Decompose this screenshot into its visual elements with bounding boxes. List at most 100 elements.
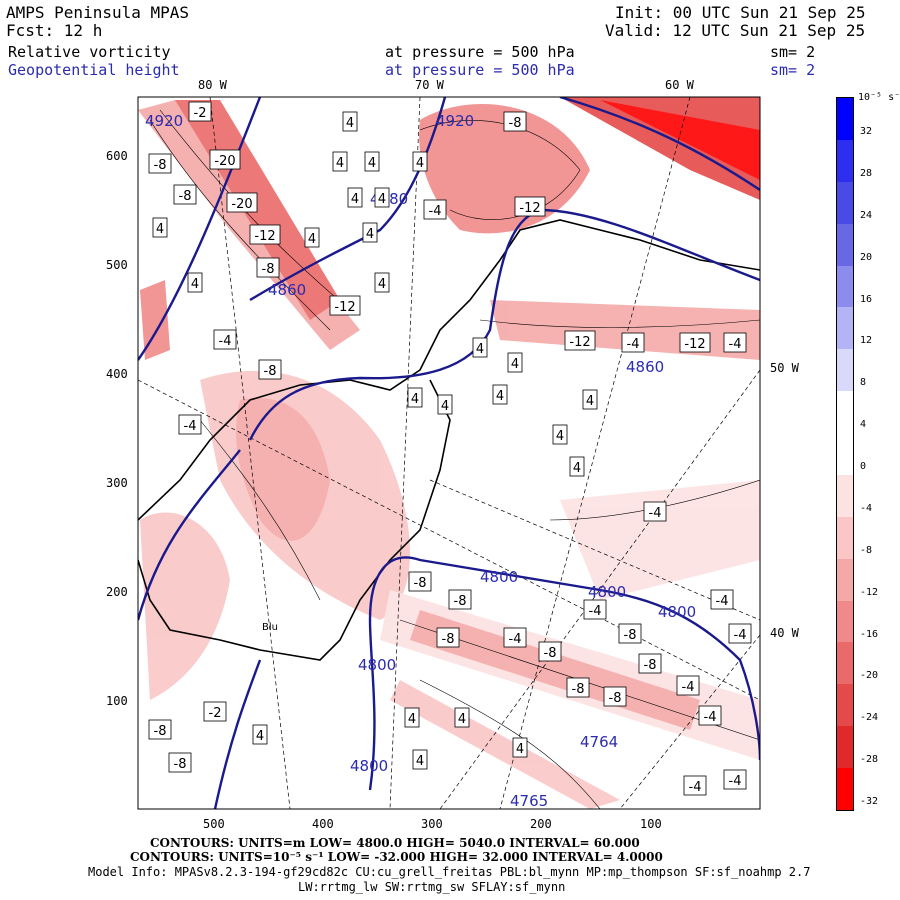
vorticity-label-box [723, 769, 747, 790]
vorticity-label: 4 [378, 192, 386, 207]
vorticity-label-box [404, 707, 420, 728]
vorticity-label-box [423, 199, 447, 220]
vorticity-label: -2 [194, 106, 207, 121]
colorbar-segment [837, 516, 853, 559]
colorbar-segment [837, 433, 853, 475]
vorticity-label-box [564, 330, 596, 351]
lon-label-80w: 80 W [198, 78, 227, 92]
vorticity-label: 4 [416, 754, 424, 769]
vorticity-label: -8 [262, 262, 275, 277]
vorticity-label: -8 [179, 189, 192, 204]
height-contour [249, 97, 447, 302]
vorticity-label: 4 [256, 729, 264, 744]
contours-height-info: CONTOURS: UNITS=m LOW= 4800.0 HIGH= 5040… [150, 836, 640, 850]
vort-band [419, 104, 590, 234]
colorbar-label: -24 [860, 712, 879, 724]
vorticity-label-box [148, 719, 172, 740]
colorbar-label: 24 [860, 209, 873, 221]
colorbar-label: 12 [860, 335, 873, 347]
vorticity-label: -8 [509, 116, 522, 131]
vorticity-label: -4 [589, 604, 602, 619]
vorticity-label-box [583, 599, 607, 620]
vorticity-label: -2 [209, 706, 222, 721]
vorticity-label-box [507, 352, 523, 373]
height-labels: 4920 4860 4980 4860 4800 4800 4800 4800 … [145, 112, 696, 810]
coastline [138, 219, 760, 661]
height-label: 4800 [350, 757, 388, 775]
vorticity-label: -20 [214, 154, 235, 169]
model-info: Model Info: MPASv8.2.3-194-gf29cd82c CU:… [88, 865, 811, 879]
vorticity-label: -8 [572, 682, 585, 697]
x-tick-500: 500 [203, 817, 225, 831]
vorticity-label-box [362, 222, 378, 243]
vorticity-label-box [168, 752, 192, 773]
vorticity-label: -8 [609, 691, 622, 706]
vorticity-label-box [209, 149, 241, 170]
vorticity-label-box [173, 184, 197, 205]
colorbar-segment [837, 391, 853, 434]
vorticity-label-box [448, 589, 472, 610]
vorticity-label: 4 [346, 116, 354, 131]
x-tick-300: 300 [421, 817, 443, 831]
vorticity-label-box [249, 224, 281, 245]
vort-band [390, 680, 620, 809]
vorticity-label: -4 [649, 506, 662, 521]
vort-band [600, 100, 760, 180]
height-label: 4920 [145, 112, 183, 130]
colorbar-segment [837, 558, 853, 601]
vorticity-label-box [582, 389, 598, 410]
x-tick-400: 400 [312, 817, 334, 831]
vorticity-label-box [347, 187, 363, 208]
vorticity-label: 4 [156, 222, 164, 237]
colorbar-label: 32 [860, 126, 873, 137]
vorticity-label: 4 [191, 277, 199, 292]
vorticity-label-box [472, 337, 488, 358]
vorticity-label: -4 [184, 419, 197, 434]
vorticity-label-box [188, 101, 212, 122]
colorbar-label: -16 [860, 628, 879, 640]
contours-vorticity-info: CONTOURS: UNITS=10⁻⁵ s⁻¹ LOW= -32.000 HI… [130, 850, 663, 864]
colorbar-segment [837, 726, 853, 769]
vorticity-label-box [503, 627, 527, 648]
height-contours [138, 97, 760, 809]
vort-band [140, 280, 170, 360]
colorbar-segment [837, 349, 853, 392]
vorticity-label: -4 [219, 334, 232, 349]
colorbar-segment [837, 474, 853, 517]
vorticity-label-box [187, 272, 203, 293]
field2-level: at pressure = 500 hPa [385, 61, 575, 79]
y-tick-300: 300 [106, 476, 128, 490]
vorticity-label: 4 [511, 357, 519, 372]
colorbar-segment [837, 139, 853, 182]
vorticity-label-box [436, 627, 460, 648]
vorticity-label: 4 [308, 232, 316, 247]
y-tick-600: 600 [106, 149, 128, 163]
vorticity-label-box [304, 227, 320, 248]
vorticity-label: 4 [411, 392, 419, 407]
colorbar-label: -32 [860, 796, 879, 808]
vorticity-label-box [503, 111, 527, 132]
vorticity-label: 4 [378, 277, 386, 292]
colorbar-label: 20 [860, 251, 873, 263]
vorticity-label: 4 [586, 394, 594, 409]
colorbar-label: -12 [860, 586, 879, 598]
vorticity-label: -4 [716, 594, 729, 609]
vorticity-label-box [412, 151, 428, 172]
colorbar-label: 4 [860, 419, 867, 431]
vorticity-label-box [569, 456, 585, 477]
vorticity-label: -8 [414, 576, 427, 591]
vorticity-label: -4 [704, 710, 717, 725]
height-label: 4764 [580, 733, 618, 751]
vorticity-label-box [552, 424, 568, 445]
y-tick-200: 200 [106, 585, 128, 599]
vorticity-label-box [203, 701, 227, 722]
colorbar-segment [837, 600, 853, 643]
colorbar-label: 8 [860, 377, 867, 389]
vorticity-label-box [329, 295, 361, 316]
vorticity-label: -12 [519, 201, 540, 216]
vorticity-label-box [723, 332, 747, 353]
vorticity-label: 4 [408, 712, 416, 727]
height-contour [248, 208, 760, 441]
